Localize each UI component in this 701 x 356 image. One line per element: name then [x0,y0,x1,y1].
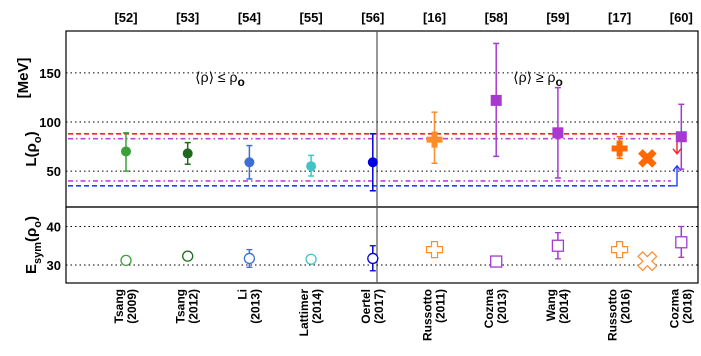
y-tick-label: 50 [47,164,61,179]
category-label: Russotto [606,289,620,341]
y-unit-label: [MeV] [15,58,32,99]
y-tick-label: 100 [39,115,61,130]
data-point [551,239,565,252]
data-point [675,131,687,143]
data-point [121,146,131,157]
reference-label: [55] [300,10,323,25]
category-label: (2009) [125,289,139,324]
reference-labels: [52] [53] [54] [55] [56] [16] [58] [59] [17] [60] [114,10,692,25]
category-label: (2013) [495,289,509,324]
data-point [367,252,379,265]
data-point [637,251,658,272]
data-point [367,157,378,168]
category-label: (2018) [680,289,694,324]
bottom-panel-frame [65,206,699,284]
category-label: Cozma [667,289,681,329]
data-point [490,94,502,106]
category-label: (2017) [372,289,386,324]
category-label: Li [235,289,249,300]
category-label: Lattimer [297,289,311,337]
reference-label: [60] [670,10,693,25]
reference-label: [53] [176,10,199,25]
reference-label: [16] [423,10,446,25]
category-label: (2012) [187,289,201,324]
y-axis-label-bottom: Esym(ρo) [23,216,44,274]
grid [66,72,698,266]
data-point [120,254,132,267]
category-label: Oertel [359,289,373,324]
category-labels: Tsang (2009) Tsang (2012) Li (2013) Lattimer (2… [112,289,694,341]
reference-label: [17] [608,10,631,25]
category-label: (2011) [434,289,448,323]
data-point [611,140,628,157]
data-point [182,148,193,159]
reference-label: [58] [485,10,508,25]
region-label-right: ⟨ρ⟩ ≥ ρo [513,69,563,89]
data-point [182,250,194,262]
limit-bands [68,132,682,187]
tick-labels: 50 100 150 30 40 [39,66,61,273]
category-label: (2013) [248,289,262,324]
reference-label: [54] [238,10,261,25]
data-point [425,241,444,259]
data-points [120,42,688,272]
y-axis-label-top: L(ρo) [23,131,44,166]
category-label: (2014) [310,289,324,324]
reference-label: [52] [114,10,137,25]
data-point [638,149,657,168]
data-point [552,127,564,139]
data-point [306,161,317,172]
data-point [305,253,317,265]
region-label-left: ⟨ρ⟩ ≤ ρo [195,69,245,89]
data-point [426,131,443,148]
data-point [611,241,629,259]
data-point [675,236,688,249]
category-label: (2014) [557,289,571,324]
data-point [490,255,503,268]
data-point [244,157,255,168]
y-tick-label: 40 [47,220,61,235]
reference-label: [59] [546,10,569,25]
data-point [243,252,256,265]
category-label: (2016) [619,289,633,324]
reference-label: [56] [361,10,384,25]
category-label: Cozma [482,289,496,329]
y-tick-label: 150 [39,66,61,81]
category-label: Tsang [112,289,126,323]
category-label: Tsang [174,289,188,323]
y-tick-label: 30 [47,258,61,273]
category-label: Wang [544,289,558,321]
category-label: Russotto [421,289,435,341]
